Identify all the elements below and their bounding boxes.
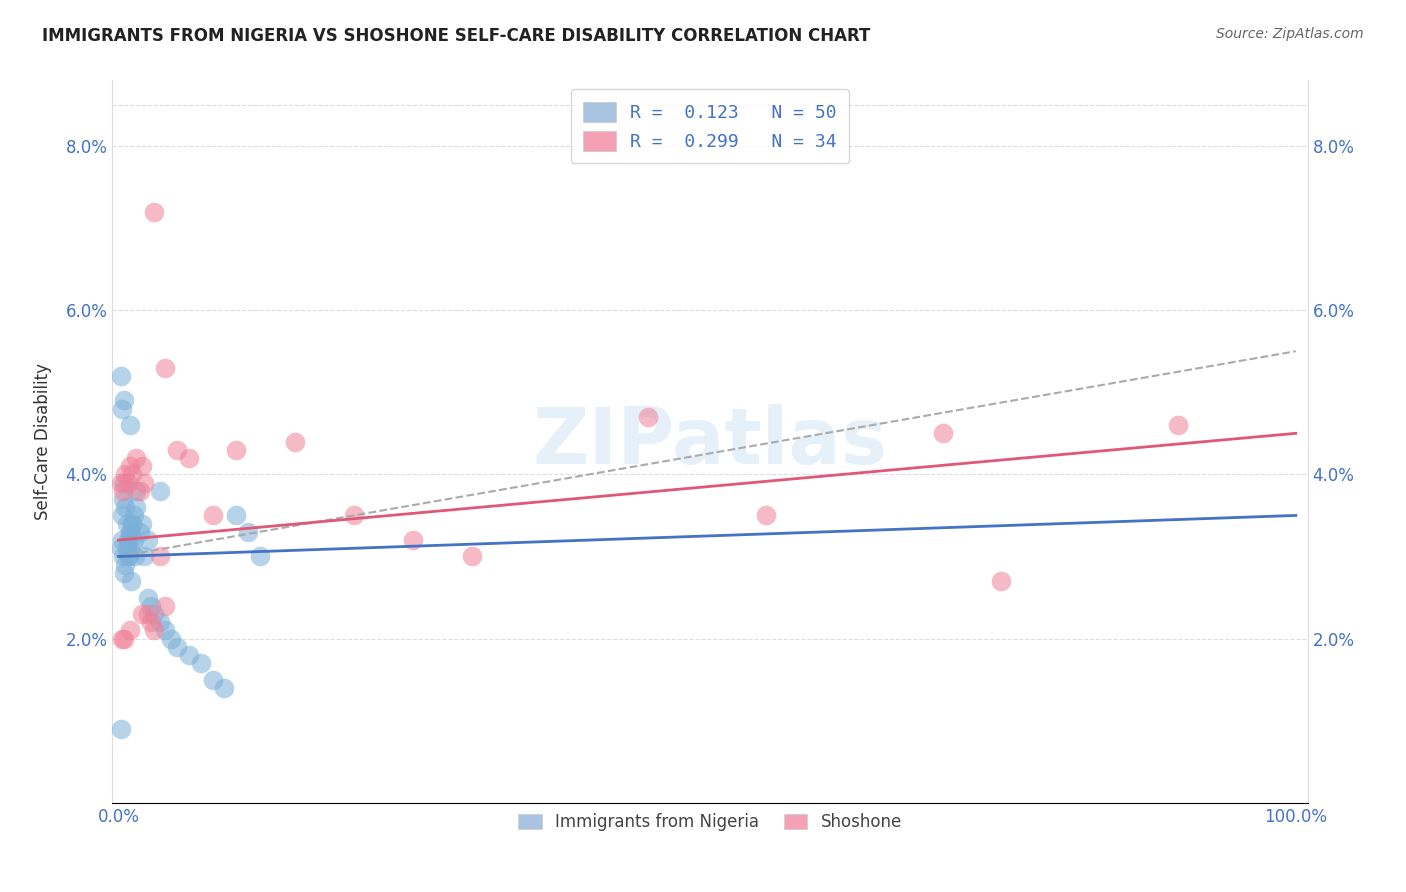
Point [166, 442, 188, 457]
Point [117, 475, 139, 490]
Point [112, 549, 135, 564]
Point [990, 574, 1012, 588]
Point [112, 483, 135, 498]
Point [343, 508, 366, 523]
Point [134, 475, 156, 490]
Point [118, 549, 141, 564]
Point [125, 483, 148, 498]
Point [460, 549, 482, 564]
Point [128, 483, 150, 498]
Point [131, 516, 153, 531]
Point [201, 673, 224, 687]
Point [120, 418, 142, 433]
Text: ZIPatlas: ZIPatlas [533, 403, 887, 480]
Point [136, 533, 159, 547]
Point [134, 549, 156, 564]
Point [155, 624, 177, 638]
Point [190, 657, 212, 671]
Point [117, 549, 139, 564]
Point [142, 204, 165, 219]
Point [131, 607, 153, 621]
Point [148, 549, 170, 564]
Point [120, 524, 142, 539]
Point [118, 533, 141, 547]
Point [122, 533, 145, 547]
Point [136, 591, 159, 605]
Point [177, 450, 200, 465]
Point [148, 483, 170, 498]
Point [125, 450, 148, 465]
Point [128, 524, 150, 539]
Point [141, 599, 163, 613]
Point [120, 574, 142, 588]
Point [111, 632, 134, 646]
Point [112, 491, 135, 506]
Point [110, 722, 132, 736]
Point [177, 648, 200, 662]
Point [115, 516, 138, 531]
Point [755, 508, 778, 523]
Point [284, 434, 307, 449]
Point [115, 541, 138, 556]
Point [160, 632, 183, 646]
Point [136, 607, 159, 621]
Point [120, 541, 142, 556]
Point [131, 459, 153, 474]
Point [111, 508, 134, 523]
Point [110, 475, 132, 490]
Point [225, 442, 247, 457]
Point [122, 508, 145, 523]
Point [637, 409, 659, 424]
Y-axis label: Self-Care Disability: Self-Care Disability [34, 363, 52, 520]
Point [155, 360, 177, 375]
Point [112, 475, 135, 490]
Point [117, 533, 139, 547]
Point [120, 624, 142, 638]
Point [141, 615, 163, 630]
Point [1167, 418, 1189, 433]
Point [111, 533, 134, 547]
Point [110, 541, 132, 556]
Point [931, 426, 953, 441]
Legend: Immigrants from Nigeria, Shoshone: Immigrants from Nigeria, Shoshone [512, 806, 908, 838]
Point [225, 508, 247, 523]
Point [155, 599, 177, 613]
Text: IMMIGRANTS FROM NIGERIA VS SHOSHONE SELF-CARE DISABILITY CORRELATION CHART: IMMIGRANTS FROM NIGERIA VS SHOSHONE SELF… [42, 27, 870, 45]
Point [112, 566, 135, 580]
Point [110, 368, 132, 383]
Point [121, 516, 143, 531]
Point [236, 524, 259, 539]
Point [114, 500, 136, 515]
Point [112, 393, 135, 408]
Point [142, 624, 165, 638]
Point [201, 508, 224, 523]
Point [121, 467, 143, 482]
Point [121, 516, 143, 531]
Point [120, 524, 142, 539]
Point [142, 607, 165, 621]
Text: Source: ZipAtlas.com: Source: ZipAtlas.com [1216, 27, 1364, 41]
Point [214, 681, 236, 695]
Point [114, 558, 136, 572]
Point [148, 615, 170, 630]
Point [166, 640, 188, 654]
Point [112, 632, 135, 646]
Point [125, 500, 148, 515]
Point [124, 549, 146, 564]
Point [249, 549, 271, 564]
Point [120, 459, 142, 474]
Point [402, 533, 425, 547]
Point [111, 401, 134, 416]
Point [114, 467, 136, 482]
